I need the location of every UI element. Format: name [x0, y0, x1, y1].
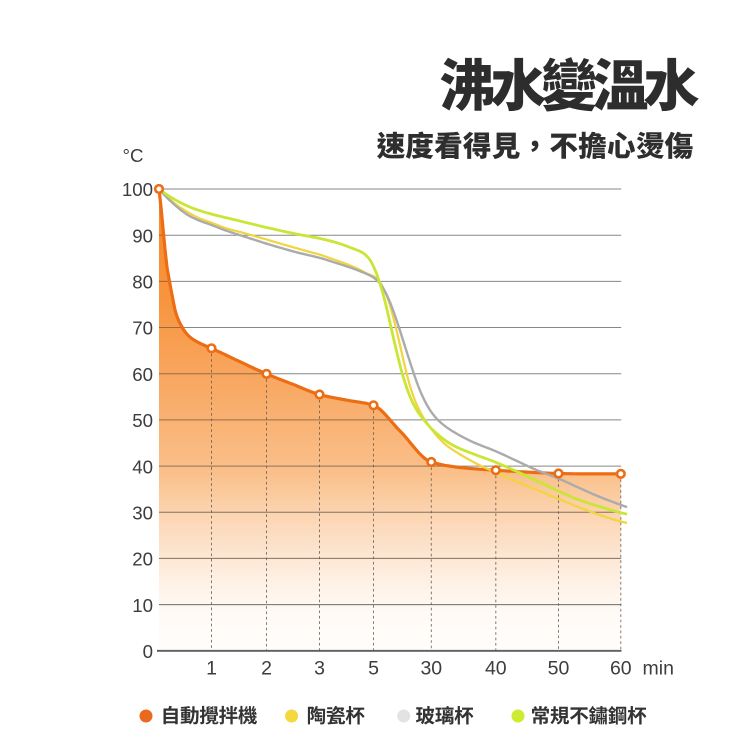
svg-text:50: 50	[132, 410, 153, 431]
svg-text:40: 40	[485, 657, 507, 679]
svg-text:80: 80	[132, 272, 153, 293]
svg-text:50: 50	[548, 657, 570, 679]
svg-text:5: 5	[368, 657, 379, 679]
svg-text:90: 90	[132, 225, 153, 246]
svg-text:20: 20	[132, 549, 153, 570]
svg-text:0: 0	[143, 641, 153, 662]
svg-text:10: 10	[132, 595, 153, 616]
svg-text:1: 1	[206, 657, 217, 679]
svg-text:60: 60	[132, 364, 153, 385]
svg-text:2: 2	[261, 657, 272, 679]
svg-text:60: 60	[610, 657, 632, 679]
svg-text:30: 30	[132, 503, 153, 524]
svg-text:min: min	[643, 657, 674, 679]
svg-text:40: 40	[132, 456, 153, 477]
svg-text:100: 100	[122, 179, 153, 200]
svg-text:°C: °C	[123, 145, 144, 166]
svg-text:30: 30	[420, 657, 442, 679]
svg-text:70: 70	[132, 318, 153, 339]
svg-text:3: 3	[314, 657, 325, 679]
